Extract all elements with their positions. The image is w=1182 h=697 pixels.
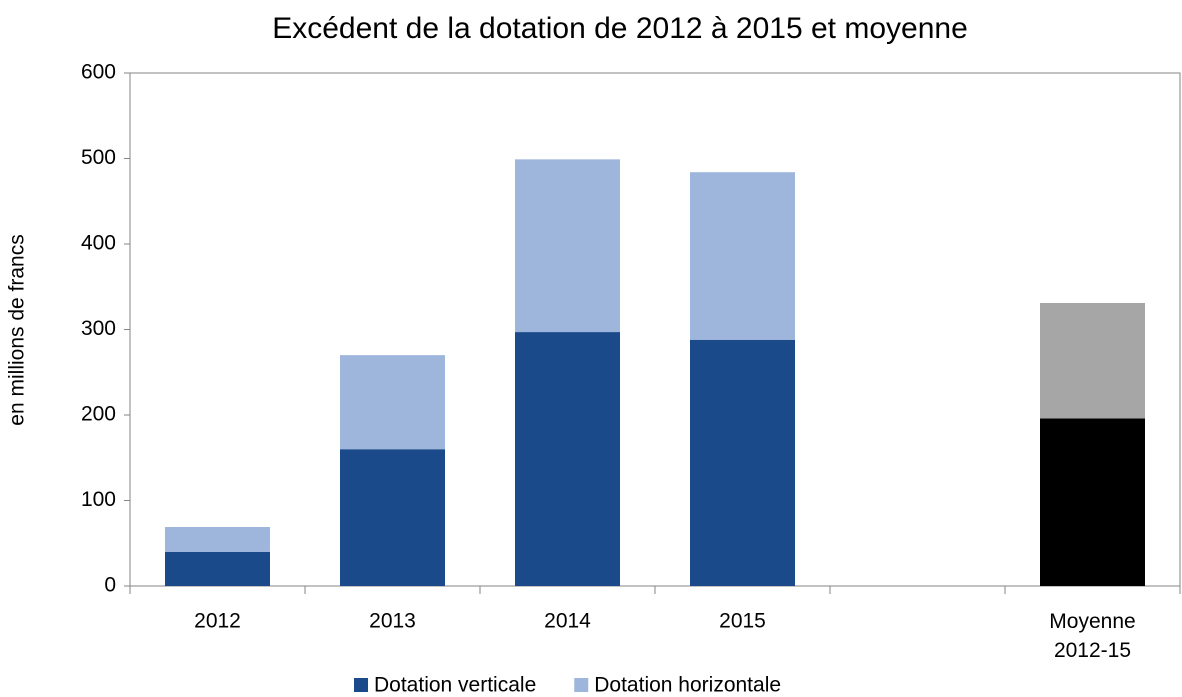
legend-swatch [574, 678, 589, 692]
x-tick-label: 2014 [544, 610, 591, 633]
bar-segment [515, 159, 620, 333]
y-tick-label: 200 [81, 403, 116, 426]
plot-frame [129, 72, 1181, 587]
y-tick-label: 100 [81, 488, 116, 511]
y-tick-label: 300 [81, 317, 116, 340]
y-axis-label: en millions de francs [6, 234, 29, 425]
bar-segment [165, 527, 270, 552]
bar-segment [340, 355, 445, 450]
x-tick-label: 2015 [719, 610, 766, 633]
bar-segment [165, 551, 270, 586]
y-tick-label: 500 [81, 146, 116, 169]
legend-label: Dotation horizontale [594, 674, 781, 697]
y-tick-label: 400 [81, 232, 116, 255]
y-tick-label: 600 [81, 61, 116, 84]
bar-segment [340, 449, 445, 586]
x-tick-label: Moyenne 2012-15 [1049, 610, 1135, 662]
bar-segment [690, 172, 795, 340]
bar-segment [690, 339, 795, 586]
x-tick-label: 2013 [369, 610, 416, 633]
bar-segment [515, 332, 620, 586]
legend-swatch [354, 678, 368, 692]
chart-title: Excédent de la dotation de 2012 à 2015 e… [272, 12, 968, 45]
bar-segment [1040, 418, 1145, 586]
legend-label: Dotation verticale [374, 674, 536, 697]
bar-segment [1040, 302, 1145, 419]
y-tick-label: 0 [104, 574, 116, 597]
x-tick-label: 2012 [194, 610, 241, 633]
